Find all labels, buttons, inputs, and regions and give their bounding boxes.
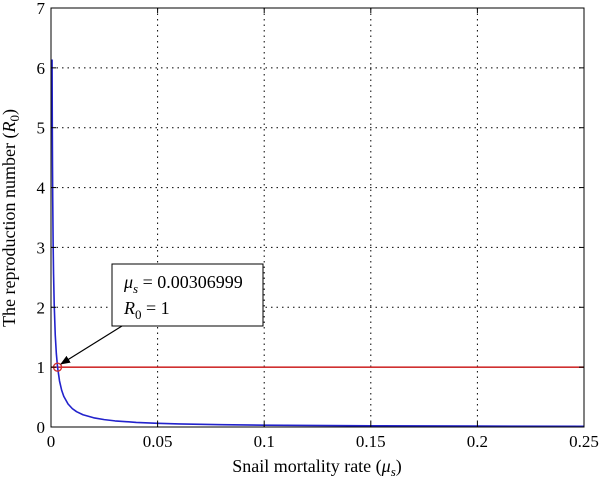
x-tick-label: 0.25 [569, 432, 599, 451]
y-tick-label: 6 [37, 59, 46, 78]
x-axis-title-close: ) [396, 456, 402, 477]
annotation-arrow [60, 325, 123, 365]
series-layer [51, 59, 584, 427]
x-axis-title: Snail mortality rate (μs) [232, 456, 402, 479]
annotation-r-value: = 1 [142, 298, 170, 318]
annotation-r-symbol: R [123, 298, 135, 318]
x-axis-ticks: 0 0.05 0.1 0.15 0.2 0.25 [47, 8, 599, 451]
y-axis-ticks: 0 1 2 3 4 5 6 7 [37, 0, 584, 437]
y-tick-label: 3 [37, 238, 46, 257]
y-axis-title: The reproduction number (R0) [0, 109, 22, 327]
annotation-mu-subscript: s [133, 281, 138, 296]
annotation-r-subscript: 0 [135, 307, 142, 322]
annotation: μs = 0.00306999 R0 = 1 [60, 263, 264, 365]
y-axis-title-symbol: R [0, 122, 19, 134]
x-tick-label: 0.1 [254, 432, 275, 451]
x-tick-label: 0.2 [467, 432, 488, 451]
x-tick-label: 0 [47, 432, 56, 451]
annotation-line-1: μs = 0.00306999 [123, 272, 243, 296]
x-tick-label: 0.05 [143, 432, 173, 451]
y-tick-label: 5 [37, 119, 46, 138]
x-axis-title-text: Snail mortality rate ( [232, 456, 381, 477]
annotation-mu-value: = 0.00306999 [138, 272, 243, 292]
x-axis-title-subscript: s [391, 464, 396, 479]
y-tick-label: 0 [37, 418, 46, 437]
y-axis-title-text: The reproduction number ( [0, 133, 20, 327]
y-tick-label: 7 [37, 0, 46, 18]
x-tick-label: 0.15 [356, 432, 386, 451]
x-axis-title-symbol: μ [381, 456, 391, 476]
y-tick-label: 1 [37, 358, 46, 377]
y-axis-title-close: ) [0, 109, 20, 115]
y-tick-label: 4 [37, 179, 46, 198]
annotation-box [111, 263, 264, 327]
y-tick-label: 2 [37, 298, 46, 317]
plot-frame [50, 7, 585, 428]
y-axis-title-subscript: 0 [7, 115, 22, 122]
series-r0-curve [51, 59, 584, 427]
annotation-mu-symbol: μ [123, 272, 133, 292]
grid-lines [51, 8, 584, 427]
annotation-line-2: R0 = 1 [123, 298, 170, 322]
